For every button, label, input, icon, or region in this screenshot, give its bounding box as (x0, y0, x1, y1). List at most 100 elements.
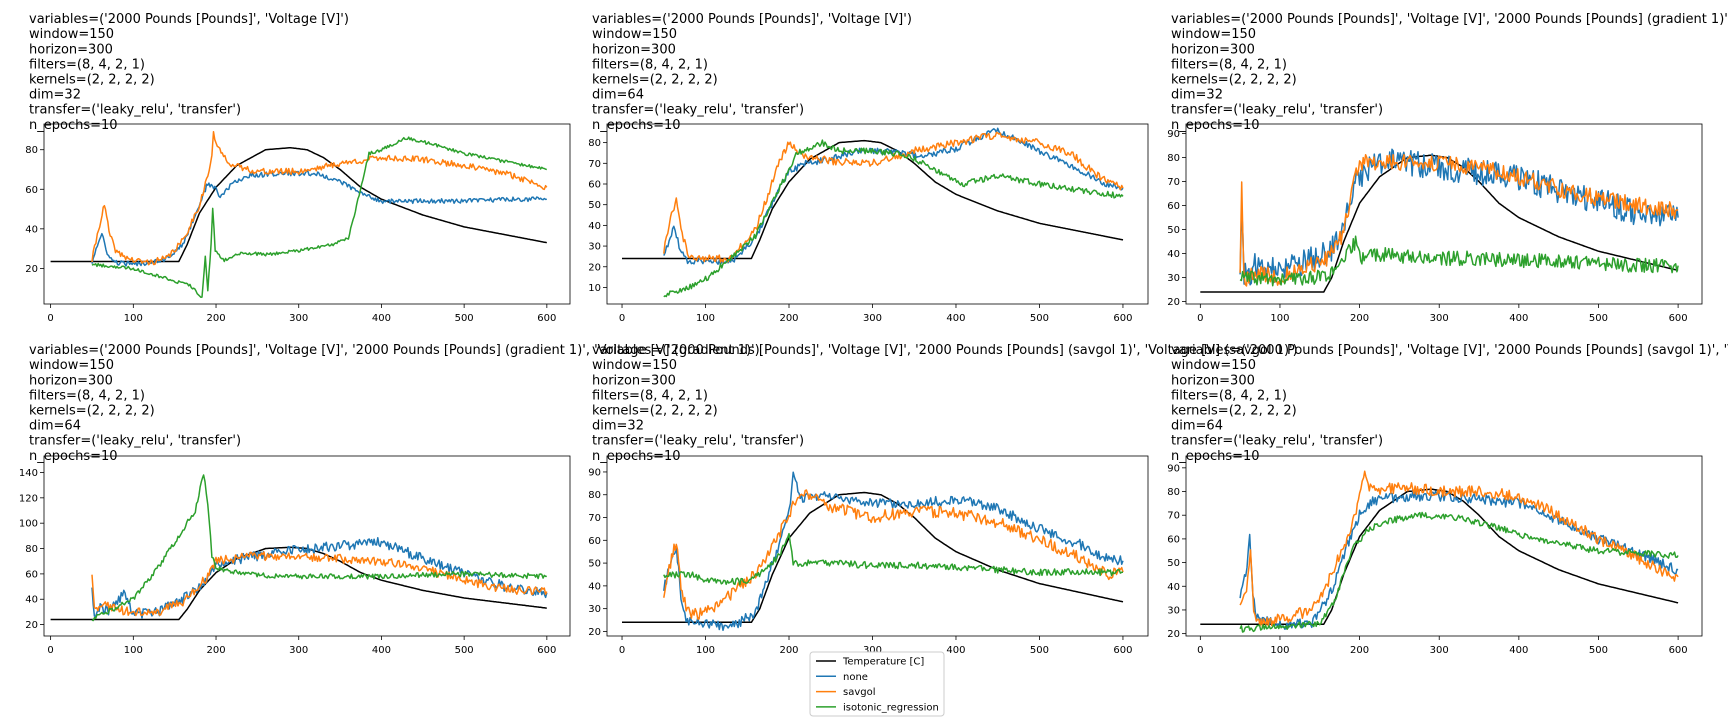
y-tick-label: 40 (25, 595, 38, 606)
legend-label: none (843, 672, 868, 683)
y-tick-label: 40 (25, 224, 38, 235)
y-tick-label: 80 (1167, 487, 1180, 498)
subplot-title-line: variables=('2000 Pounds [Pounds]', 'Volt… (29, 343, 760, 358)
x-tick-label: 0 (1197, 645, 1203, 656)
y-tick-label: 60 (1167, 534, 1180, 545)
subplot-title-line: n_epochs=10 (29, 118, 118, 133)
axes-frame (1185, 455, 1703, 637)
y-tick-label: 20 (25, 264, 38, 275)
y-tick-label: 20 (1167, 297, 1180, 308)
y-tick-label: 40 (588, 221, 601, 232)
y-tick-label: 120 (19, 493, 38, 504)
x-tick-label: 0 (47, 313, 53, 324)
series-group (1200, 470, 1679, 633)
y-tick-label: 70 (588, 159, 601, 170)
subplot-4: variables=('2000 Pounds [Pounds]', 'Volt… (19, 343, 760, 656)
series-line-savgol (91, 130, 548, 266)
x-tick-label: 500 (1030, 645, 1049, 656)
y-tick-label: 50 (1167, 225, 1180, 236)
subplot-title-line: variables=('2000 Pounds [Pounds]', 'Volt… (1171, 343, 1728, 358)
series-group (50, 130, 548, 298)
subplot-title-line: kernels=(2, 2, 2, 2) (29, 404, 155, 419)
subplot-title-line: transfer=('leaky_relu', 'transfer') (29, 103, 241, 118)
subplot-title-line: transfer=('leaky_relu', 'transfer') (1171, 434, 1383, 449)
series-line-isotonic-regression (91, 136, 547, 298)
subplot-2: variables=('2000 Pounds [Pounds]', 'Volt… (588, 12, 1149, 324)
subplot-title-line: horizon=300 (29, 373, 113, 388)
y-tick-label: 60 (25, 569, 38, 580)
x-tick-label: 300 (1430, 313, 1449, 324)
x-tick-label: 500 (1589, 645, 1608, 656)
subplot-title-line: transfer=('leaky_relu', 'transfer') (1171, 103, 1383, 118)
axes-frame (606, 455, 1149, 637)
x-tick-label: 600 (1113, 645, 1132, 656)
series-line-isotonic-regression (1239, 235, 1679, 287)
series-line-isotonic-regression (91, 474, 547, 622)
series-line-none (1239, 490, 1679, 630)
subplot-title-line: dim=32 (592, 419, 644, 434)
y-tick-label: 100 (19, 519, 38, 530)
x-tick-label: 200 (206, 645, 225, 656)
subplot-title-line: horizon=300 (592, 373, 676, 388)
x-tick-label: 100 (1270, 645, 1289, 656)
subplot-title-line: dim=32 (1171, 88, 1223, 103)
y-tick-label: 30 (588, 242, 601, 253)
x-tick-label: 400 (1509, 313, 1528, 324)
x-tick-label: 400 (1509, 645, 1528, 656)
subplot-title-line: n_epochs=10 (592, 118, 681, 133)
subplot-title-line: window=150 (592, 27, 677, 42)
subplot-3: variables=('2000 Pounds [Pounds]', 'Volt… (1167, 12, 1728, 324)
x-tick-label: 0 (619, 313, 625, 324)
subplot-title-line: n_epochs=10 (1171, 118, 1260, 133)
x-tick-label: 600 (1669, 313, 1688, 324)
series-line-savgol (91, 551, 548, 617)
series-group (1200, 148, 1679, 293)
series-line-none (91, 170, 547, 267)
y-tick-label: 60 (588, 180, 601, 191)
y-tick-label: 50 (588, 200, 601, 211)
x-tick-label: 200 (779, 645, 798, 656)
y-tick-label: 80 (1167, 153, 1180, 164)
x-tick-label: 0 (1197, 313, 1203, 324)
x-tick-label: 100 (1270, 313, 1289, 324)
subplot-title-line: horizon=300 (29, 42, 113, 57)
series-line-isotonic-regression (663, 139, 1124, 298)
x-tick-label: 600 (1669, 645, 1688, 656)
subplot-title-line: kernels=(2, 2, 2, 2) (1171, 73, 1297, 88)
series-line-isotonic-regression (1239, 511, 1679, 633)
y-tick-label: 20 (588, 627, 601, 638)
subplot-1: variables=('2000 Pounds [Pounds]', 'Volt… (25, 12, 571, 324)
y-tick-label: 40 (1167, 582, 1180, 593)
axes-frame (1185, 123, 1703, 305)
x-tick-label: 100 (696, 645, 715, 656)
legend-box (809, 651, 945, 717)
y-tick-label: 10 (588, 283, 601, 294)
x-tick-label: 600 (537, 313, 556, 324)
x-tick-label: 300 (863, 313, 882, 324)
x-tick-label: 200 (1350, 313, 1369, 324)
legend-label: isotonic_regression (843, 702, 939, 713)
subplot-title-line: transfer=('leaky_relu', 'transfer') (592, 434, 804, 449)
y-tick-label: 60 (25, 185, 38, 196)
y-tick-label: 20 (25, 620, 38, 631)
series-line-savgol (1239, 470, 1679, 628)
series-line-savgol (1239, 153, 1679, 287)
series-group (622, 471, 1124, 632)
subplot-title-line: window=150 (29, 358, 114, 373)
x-tick-label: 200 (206, 313, 225, 324)
y-tick-label: 140 (19, 468, 38, 479)
x-tick-label: 600 (1113, 313, 1132, 324)
y-tick-label: 90 (1167, 463, 1180, 474)
subplot-6: variables=('2000 Pounds [Pounds]', 'Volt… (1167, 343, 1728, 656)
subplot-title-line: window=150 (1171, 27, 1256, 42)
axes-frame (43, 123, 571, 305)
x-tick-label: 100 (124, 313, 143, 324)
subplot-title-line: kernels=(2, 2, 2, 2) (592, 73, 718, 88)
subplot-title-line: variables=('2000 Pounds [Pounds]', 'Volt… (29, 12, 349, 27)
subplot-title-line: variables=('2000 Pounds [Pounds]', 'Volt… (592, 12, 912, 27)
subplot-title-line: kernels=(2, 2, 2, 2) (1171, 404, 1297, 419)
x-tick-label: 300 (289, 645, 308, 656)
subplot-title-line: window=150 (29, 27, 114, 42)
x-tick-label: 300 (289, 313, 308, 324)
